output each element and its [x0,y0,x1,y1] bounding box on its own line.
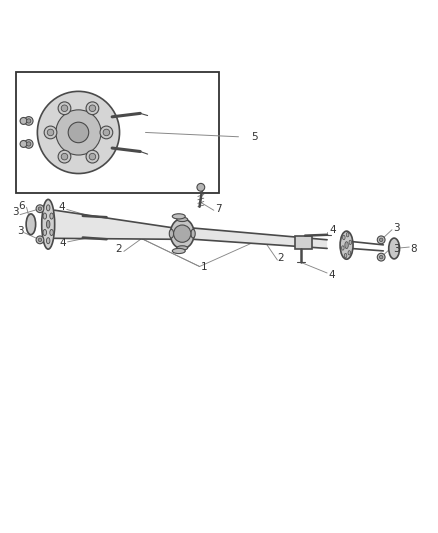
Circle shape [58,102,71,115]
Circle shape [173,225,191,243]
Text: 6: 6 [18,200,25,211]
Ellipse shape [345,241,348,248]
Text: 2: 2 [115,244,122,254]
Ellipse shape [348,251,351,255]
Circle shape [38,238,42,241]
Circle shape [27,142,31,146]
Ellipse shape [46,238,50,244]
Ellipse shape [340,231,353,259]
Ellipse shape [50,230,53,236]
Ellipse shape [169,229,173,238]
Text: 3: 3 [393,244,399,254]
Circle shape [37,91,120,174]
Circle shape [379,238,383,241]
Circle shape [377,253,385,261]
Polygon shape [55,210,174,239]
Text: 8: 8 [410,244,417,254]
Ellipse shape [349,240,352,245]
Ellipse shape [43,230,46,236]
Text: 1: 1 [201,262,207,271]
Circle shape [86,102,99,115]
Text: 4: 4 [59,238,66,248]
Text: 3: 3 [12,207,19,217]
Text: 3: 3 [17,226,23,236]
Circle shape [100,126,113,139]
Ellipse shape [170,219,194,249]
Text: 4: 4 [329,225,336,235]
Circle shape [86,150,99,163]
Ellipse shape [344,253,347,258]
Ellipse shape [177,246,187,250]
Ellipse shape [46,205,50,211]
Text: 4: 4 [328,270,335,280]
Circle shape [68,122,89,143]
Polygon shape [193,228,327,248]
Circle shape [47,129,54,136]
Text: 2: 2 [277,253,284,263]
Circle shape [56,110,101,155]
Ellipse shape [46,220,50,228]
Ellipse shape [389,238,399,259]
Circle shape [36,236,44,244]
Ellipse shape [42,199,55,249]
Circle shape [58,150,71,163]
Ellipse shape [43,213,46,219]
Circle shape [89,105,96,111]
Text: 5: 5 [251,132,258,142]
Circle shape [20,117,27,124]
Circle shape [377,236,385,244]
Ellipse shape [50,213,53,219]
Ellipse shape [342,246,344,250]
Bar [295,236,312,248]
Circle shape [103,129,110,136]
Ellipse shape [343,236,345,240]
Circle shape [44,126,57,139]
Ellipse shape [172,248,185,254]
Ellipse shape [346,232,349,237]
Circle shape [27,119,31,123]
Ellipse shape [26,214,35,235]
Circle shape [38,207,42,211]
Circle shape [197,183,205,191]
Circle shape [379,255,383,259]
Circle shape [20,141,27,148]
Circle shape [89,154,96,160]
Circle shape [25,140,33,148]
Text: 4: 4 [58,202,65,212]
Circle shape [25,117,33,125]
Ellipse shape [172,214,185,219]
Text: 3: 3 [393,223,399,232]
Circle shape [61,154,68,160]
Ellipse shape [191,229,195,238]
Circle shape [36,205,44,213]
Ellipse shape [177,217,187,222]
Text: 7: 7 [215,204,222,214]
Circle shape [61,105,68,111]
Bar [16,72,219,193]
